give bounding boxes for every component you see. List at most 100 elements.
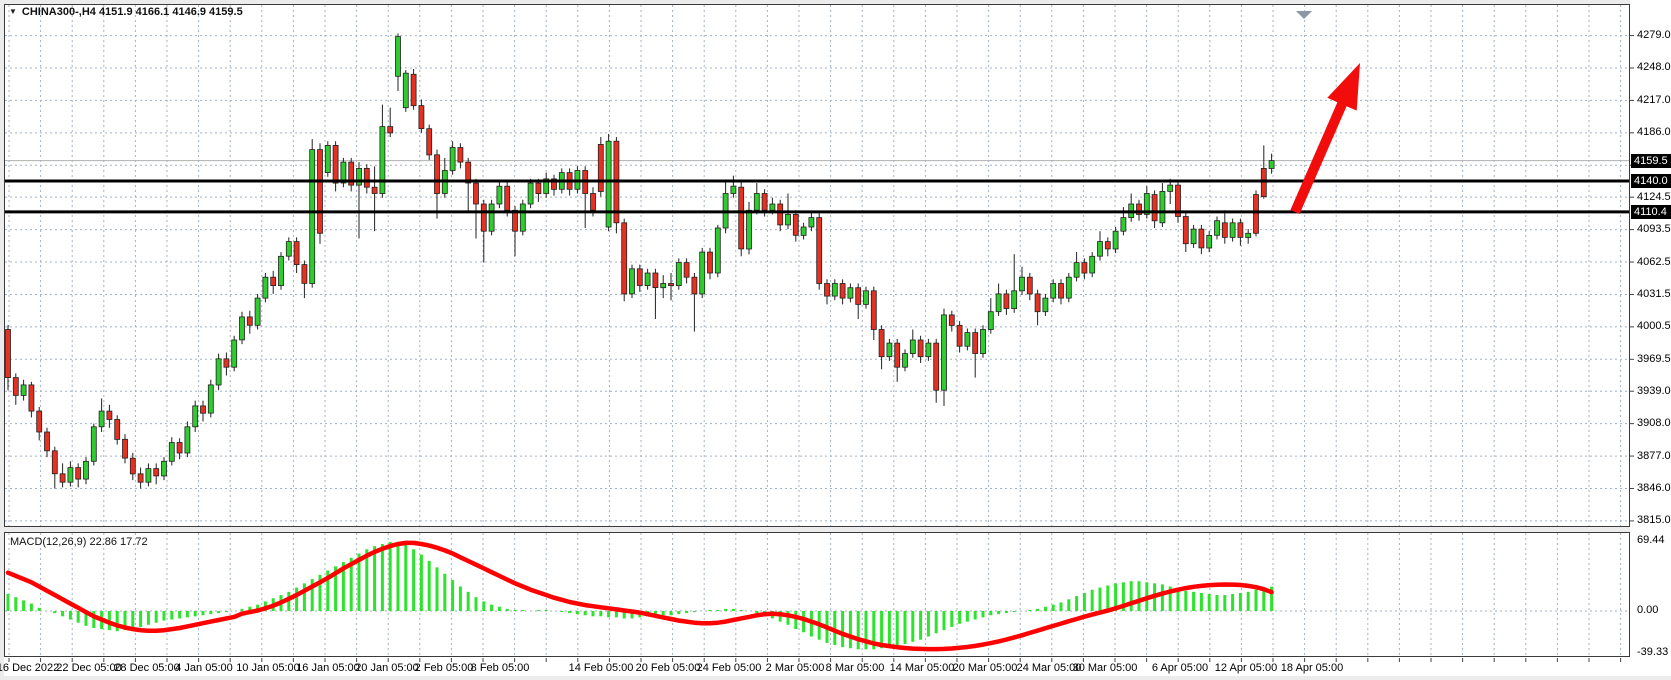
candle [473, 178, 479, 239]
price-axis-strip [1630, 0, 1671, 676]
candle [59, 463, 66, 488]
candle [1042, 293, 1049, 316]
candle [90, 423, 97, 466]
candle [512, 206, 518, 257]
candle [496, 181, 503, 209]
time-axis-strip [4, 657, 1671, 676]
candle [254, 293, 261, 330]
candle [527, 178, 534, 209]
hline-price-tag-lower[interactable]: 4110.4 [1631, 205, 1671, 219]
time-axis-label: 30 Mar 05:00 [1072, 662, 1138, 674]
candle [1198, 224, 1205, 255]
symbol-bar: ▼ CHINA300-,H4 4151.9 4166.1 4146.9 4159… [9, 6, 243, 18]
price-axis-label: 3939.0 [1637, 385, 1671, 397]
candle [1034, 289, 1041, 326]
candle [215, 353, 222, 391]
time-axis-label: 24 Feb 05:00 [696, 662, 762, 674]
candle [75, 463, 82, 488]
chart-shift-marker-icon[interactable] [1296, 11, 1312, 19]
candle [644, 268, 651, 290]
candle [1065, 273, 1072, 303]
candle [270, 270, 277, 294]
candle [948, 310, 955, 332]
candle [387, 107, 394, 137]
time-axis-label: 8 Feb 05:00 [470, 662, 530, 674]
candle [20, 379, 27, 401]
price-axis-label: 4248.0 [1637, 61, 1671, 73]
candle [1190, 224, 1197, 248]
candle [699, 247, 706, 299]
candle [137, 467, 144, 489]
candle [714, 224, 721, 278]
candle [356, 162, 362, 239]
candle [1011, 254, 1018, 313]
time-axis-label: 12 Apr 05:00 [1214, 662, 1278, 674]
symbol-dropdown-icon[interactable]: ▼ [9, 7, 17, 16]
candle [301, 260, 308, 299]
candle [902, 349, 908, 372]
time-axis-label: 16 Jan 05:00 [296, 662, 360, 674]
hline-price-tag-upper[interactable]: 4140.0 [1631, 174, 1671, 188]
candle [956, 321, 963, 353]
indicator-axis-label: 69.44 [1637, 534, 1665, 546]
time-axis-label: 14 Mar 05:00 [889, 662, 955, 674]
candle [332, 141, 339, 192]
candle [161, 457, 167, 481]
candle [239, 311, 245, 345]
candle [12, 373, 19, 405]
candle [145, 463, 152, 487]
candle [44, 427, 50, 458]
candle [1136, 199, 1142, 221]
candle [972, 328, 979, 378]
candle [1003, 289, 1010, 315]
time-axis-label: 28 Dec 05:00 [114, 662, 180, 674]
candle [1206, 231, 1213, 253]
candle [153, 463, 160, 485]
candle [285, 237, 292, 261]
candle [543, 172, 550, 198]
candle [1182, 212, 1189, 253]
candle [192, 400, 199, 432]
candle [410, 69, 417, 110]
candle [878, 325, 885, 370]
symbol-ohlc-label: CHINA300-,H4 4151.9 4166.1 4146.9 4159.5 [21, 6, 243, 18]
candle [5, 325, 11, 391]
price-axis-label: 4062.5 [1637, 256, 1671, 268]
candle [800, 222, 807, 240]
candle [668, 273, 674, 301]
candle [1089, 252, 1096, 278]
candle [941, 308, 947, 406]
candle [824, 279, 830, 305]
candle [122, 434, 128, 464]
candle [1237, 218, 1244, 246]
candle [1104, 237, 1111, 257]
candle [1112, 227, 1119, 254]
candle [894, 338, 901, 382]
candle [1175, 181, 1181, 223]
price-axis-label: 3815.0 [1637, 514, 1671, 526]
indicator-pane-border [4, 532, 1630, 657]
candle [621, 218, 628, 302]
candle [917, 335, 924, 363]
candle [933, 338, 940, 403]
indicator-axis-label: -39.33 [1637, 646, 1669, 658]
candle [707, 247, 713, 280]
price-axis-label: 4279.0 [1637, 29, 1671, 41]
time-axis-label: 22 Dec 05:00 [56, 662, 122, 674]
main-pane-border [4, 4, 1630, 527]
trend-arrow[interactable] [1290, 63, 1360, 214]
candle [886, 338, 893, 361]
candle [551, 174, 557, 196]
candle [317, 143, 323, 244]
candle [200, 400, 206, 422]
candle [613, 137, 620, 234]
candle [652, 268, 659, 319]
candle [730, 175, 737, 198]
candle [324, 141, 331, 177]
candle [184, 421, 191, 458]
price-axis-label: 4093.5 [1637, 223, 1671, 235]
candle [808, 212, 815, 232]
candle [1268, 153, 1275, 174]
